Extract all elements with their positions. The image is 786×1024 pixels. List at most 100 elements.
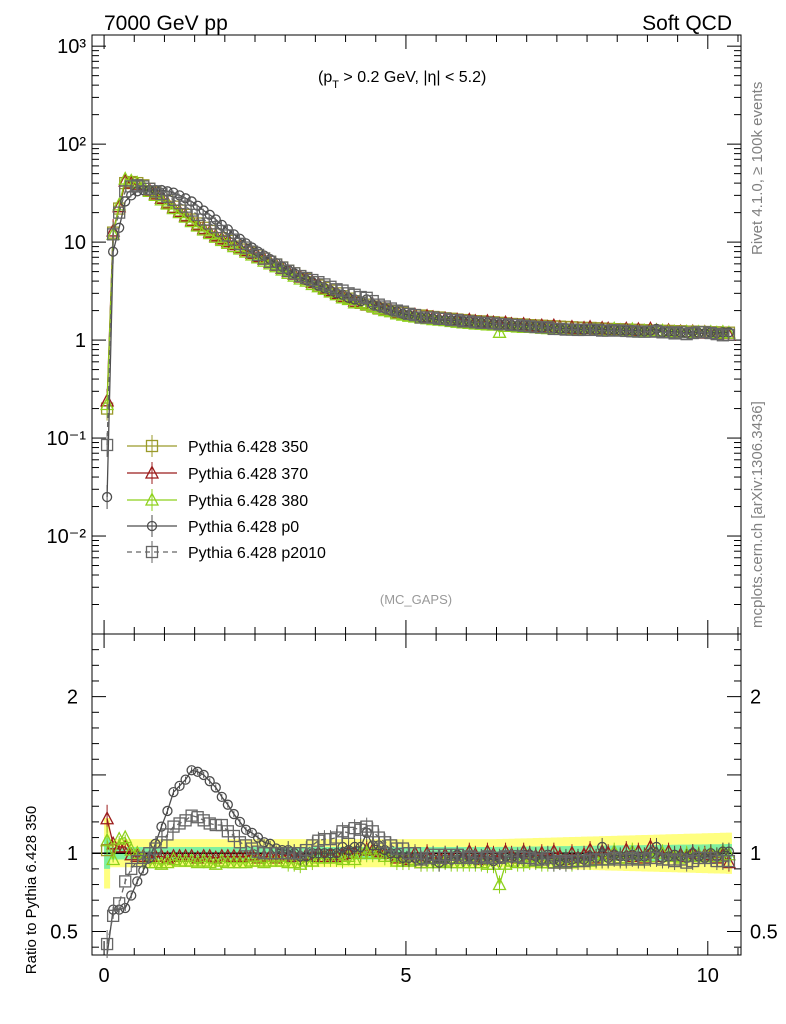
data-point: [100, 396, 115, 411]
data-point: [226, 238, 241, 253]
ratio-point: [341, 848, 356, 863]
y-tick-label: 1: [67, 843, 78, 865]
data-point: [112, 196, 127, 211]
ratio-point: [190, 854, 205, 869]
ratio-point: [192, 766, 203, 777]
data-point: [214, 232, 229, 247]
ratio-point: [118, 839, 133, 853]
ratio-series-350: [100, 843, 114, 857]
data-point: [214, 230, 229, 245]
ratio-point: [204, 776, 215, 787]
ratio-point: [228, 808, 240, 820]
ratio-point: [166, 851, 181, 866]
legend-label: Pythia 6.428 370: [188, 466, 308, 483]
ratio-point: [355, 841, 366, 853]
legend-label: Pythia 6.428 350: [188, 439, 308, 456]
ratio-series-layer: [100, 765, 736, 959]
mcplots-label: mcplots.cern.ch [arXiv:1306.3436]: [749, 401, 766, 628]
legend-label: Pythia 6.428 p0: [188, 519, 299, 536]
y-tick-label-right: 0.5: [750, 922, 778, 944]
ratio-point: [198, 769, 209, 781]
legend-item: Pythia 6.428 380: [127, 489, 308, 511]
ratio-point: [160, 854, 175, 869]
ratio-point: [180, 774, 191, 785]
ratio-point: [722, 854, 736, 868]
ratio-point: [343, 844, 354, 856]
ratio-point: [162, 805, 173, 817]
legend-item: Pythia 6.428 p2010: [127, 541, 326, 563]
y-tick-label: 10⁻²: [47, 526, 87, 548]
ratio-point: [100, 937, 114, 951]
data-point: [107, 246, 119, 257]
data-point: [160, 196, 175, 210]
header-left: 7000 GeV pp: [104, 12, 228, 35]
y-tick-label: 10: [64, 232, 86, 254]
legend-item: Pythia 6.428 p0: [127, 515, 299, 537]
ratio-point: [113, 897, 126, 910]
y-tick-label: 10²: [57, 134, 86, 156]
main-axes: 10⁻² 10⁻¹ 1 10 10² 10³: [47, 35, 741, 635]
ratio-point: [174, 780, 185, 792]
ratio-point: [287, 854, 302, 869]
y-tick-label-right: 2: [750, 687, 761, 709]
rivet-label: Rivet 4.1.0, ≥ 100k events: [749, 82, 766, 255]
ratio-point: [100, 810, 115, 825]
y-tick-label: 1: [75, 330, 86, 352]
ratio-point: [208, 856, 223, 870]
ratio-point: [126, 890, 137, 901]
ratio-point: [196, 853, 211, 867]
ratio-point: [100, 843, 114, 857]
ratio-point: [331, 848, 342, 859]
ratio-point: [106, 851, 121, 866]
legend-item: Pythia 6.428 370: [127, 462, 308, 484]
ratio-point: [250, 853, 266, 867]
header-right: Soft QCD: [642, 12, 732, 35]
data-point: [166, 200, 181, 215]
legend: Pythia 6.428 350 Pythia 6.428 370 Pythia 6…: [127, 435, 326, 563]
ratio-point: [132, 876, 143, 887]
legend-label: Pythia 6.428 p2010: [188, 545, 326, 562]
ratio-point: [319, 848, 330, 859]
legend-item: Pythia 6.428 350: [127, 435, 308, 457]
ratio-point: [349, 841, 360, 853]
ratio-point: [184, 853, 199, 867]
legend-marker: [144, 492, 160, 506]
ratio-point: [216, 791, 227, 802]
ratio-point: [214, 853, 229, 867]
ratio-point: [492, 876, 507, 891]
ratio-series-3: [100, 809, 736, 959]
ratio-point: [210, 782, 221, 793]
y-tick-label: 2: [67, 687, 78, 709]
ratio-point: [275, 853, 290, 867]
ratio-point: [118, 829, 133, 844]
ratio-point: [234, 816, 246, 828]
ratio-point: [100, 832, 115, 847]
ratio-ylabel: Ratio to Pythia 6.428 350: [23, 806, 40, 974]
data-point: [232, 241, 247, 255]
data-point: [220, 235, 235, 250]
data-point: [100, 438, 114, 452]
ratio-point: [112, 831, 127, 845]
main-series-layer: [100, 171, 736, 510]
ratio-axes: 0 5 10 0.5 0.5 1 1 2 2: [50, 633, 778, 987]
series-4: [100, 179, 736, 457]
series-line: [106, 181, 729, 409]
ratio-point: [240, 824, 252, 835]
y-tick-label: 0.5: [50, 922, 78, 944]
ratio-point: [325, 848, 336, 859]
data-point: [106, 228, 120, 241]
ratio-point: [222, 799, 233, 810]
legend-marker: [144, 465, 160, 479]
x-tick-label: 10: [697, 965, 719, 987]
ratio-point: [371, 845, 386, 859]
y-tick-label-right: 1: [750, 843, 761, 865]
ratio-point: [186, 765, 197, 776]
ratio-plot-frame: [91, 633, 742, 956]
cut-label: (pT > 0.2 GeV, |η| < 5.2): [318, 69, 486, 91]
ratio-point: [168, 787, 179, 798]
ratio-point: [256, 854, 272, 869]
legend-marker: [146, 520, 158, 532]
legend-label: Pythia 6.428 380: [188, 493, 308, 510]
ratio-point: [335, 851, 350, 866]
data-point: [113, 206, 126, 219]
